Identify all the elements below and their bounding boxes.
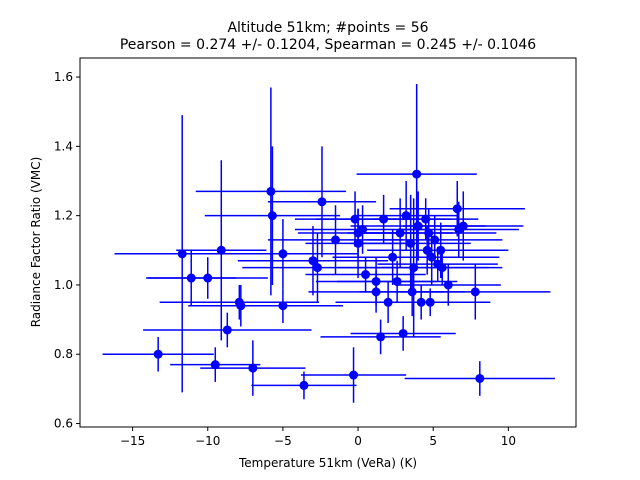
- data-point: [349, 370, 359, 380]
- axes-frame: [79, 57, 577, 428]
- y-tick-label: 1.4: [54, 139, 73, 153]
- data-point: [203, 273, 213, 283]
- y-tick-label: 0.8: [54, 347, 73, 361]
- y-axis: 0.6 0.8 1.0 1.2 1.4 1.6: [54, 70, 80, 431]
- data-point: [153, 349, 163, 359]
- data-point-group: [361, 208, 497, 258]
- data-point: [430, 235, 440, 245]
- data-point-group: [222, 288, 344, 324]
- data-point: [278, 301, 288, 311]
- x-tick-label: 0: [354, 434, 362, 448]
- data-point-group: [382, 250, 503, 285]
- data-point: [437, 263, 447, 273]
- data-point-group: [350, 194, 471, 292]
- data-point-group: [367, 215, 503, 265]
- data-point-group: [370, 288, 491, 317]
- x-tick-label: 10: [501, 434, 516, 448]
- data-point: [424, 228, 434, 238]
- y-tick-label: 1.6: [54, 70, 73, 84]
- data-point-group: [200, 340, 306, 396]
- data-point: [458, 221, 468, 231]
- data-point: [248, 363, 258, 373]
- data-point: [452, 204, 462, 214]
- data-point: [398, 328, 408, 338]
- data-point: [350, 214, 360, 224]
- data-point-group: [204, 146, 341, 285]
- x-tick-label: −10: [195, 434, 220, 448]
- data-point: [376, 332, 386, 342]
- data-point: [475, 373, 485, 383]
- data-point-group: [207, 219, 359, 289]
- x-tick-label: −15: [120, 434, 145, 448]
- data-point: [401, 211, 411, 221]
- data-point: [317, 197, 327, 207]
- data-point: [312, 263, 322, 273]
- data-point-group: [294, 191, 416, 247]
- data-point: [392, 276, 402, 286]
- data-point-group: [395, 264, 501, 306]
- data-point: [266, 186, 276, 196]
- data-point: [222, 325, 232, 335]
- data-point-group: [143, 312, 312, 348]
- data-point: [470, 287, 480, 297]
- data-point-group: [337, 260, 458, 303]
- data-point: [278, 249, 288, 259]
- data-point: [412, 169, 422, 179]
- data-point: [267, 211, 277, 221]
- data-point-group: [320, 319, 441, 355]
- data-point: [427, 252, 437, 262]
- data-point: [358, 225, 368, 235]
- data-point-group: [170, 347, 261, 382]
- data-point-group: [356, 83, 477, 265]
- data-point: [216, 245, 226, 255]
- y-tick-label: 1.2: [54, 209, 73, 223]
- data-point: [436, 245, 446, 255]
- data-point: [308, 256, 318, 266]
- data-point-group: [147, 257, 268, 299]
- chart-title-line2: Pearson = 0.274 +/- 0.1204, Spearman = 0…: [120, 37, 536, 53]
- y-tick-label: 1.0: [54, 278, 73, 292]
- x-tick-label: 5: [429, 434, 437, 448]
- data-point: [331, 235, 341, 245]
- data-point: [361, 270, 371, 280]
- y-axis-label: Radiance Factor Ratio (VMC): [29, 157, 43, 328]
- data-point: [406, 238, 416, 248]
- data-point: [210, 360, 220, 370]
- plot-area: [102, 83, 555, 403]
- x-axis: −15 −10 −5 0 5 10: [120, 427, 516, 448]
- data-point-group: [353, 181, 459, 251]
- data-point-group: [176, 160, 267, 341]
- data-point: [425, 297, 435, 307]
- x-tick-label: −5: [274, 434, 292, 448]
- data-point: [177, 249, 187, 259]
- data-point-group: [300, 347, 407, 403]
- data-point-group: [403, 191, 524, 261]
- chart-title-line1: Altitude 51km; #points = 56: [227, 20, 428, 36]
- x-axis-label: Temperature 51km (VeRa) (K): [238, 456, 417, 470]
- data-point: [443, 280, 453, 290]
- data-point-group: [350, 316, 456, 351]
- data-point-group: [400, 264, 551, 320]
- y-tick-label: 0.6: [54, 417, 73, 431]
- data-point-group: [251, 371, 357, 400]
- data-point-group: [102, 336, 214, 372]
- data-point: [299, 380, 309, 390]
- data-point: [421, 214, 431, 224]
- data-point-group: [305, 257, 426, 292]
- data-point-group: [404, 361, 555, 396]
- data-point-group: [237, 226, 389, 296]
- data-point-group: [267, 146, 377, 258]
